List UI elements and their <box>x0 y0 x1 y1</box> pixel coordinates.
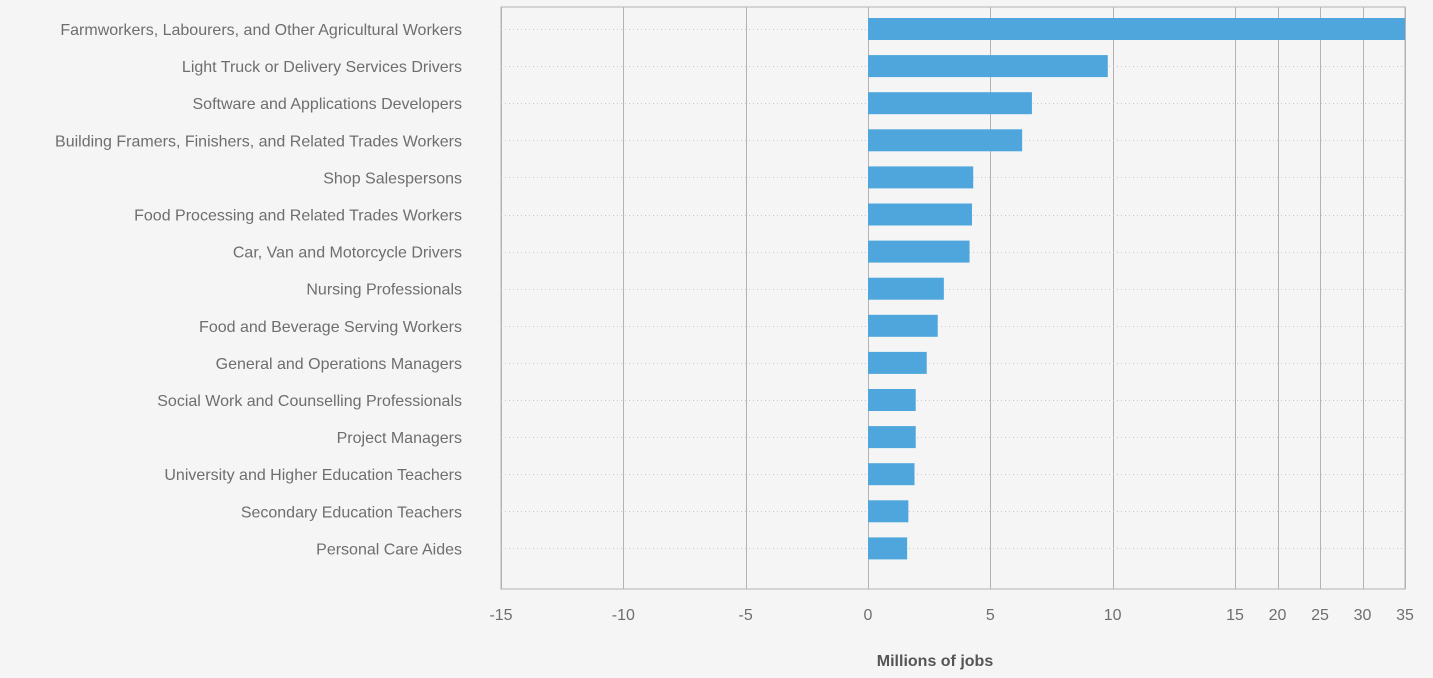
x-tick-label: 5 <box>986 607 995 624</box>
bar <box>868 537 908 560</box>
label-layer: -15 -10 -5 0 5 10 15 20 25 30 35 Farmworkers, Labou… <box>55 22 1414 624</box>
x-axis-title: Millions of jobs <box>877 653 994 670</box>
bar <box>868 389 916 411</box>
bar <box>868 166 974 189</box>
bar <box>868 55 1108 78</box>
x-tick-label: 10 <box>1104 607 1122 624</box>
category-label: Food and Beverage Serving Workers <box>199 319 462 336</box>
category-label: Project Managers <box>337 430 462 447</box>
x-tick-label: 20 <box>1269 607 1287 624</box>
category-label: Software and Applications Developers <box>193 96 463 113</box>
x-tick-label: -15 <box>489 607 512 624</box>
x-tick-label: -10 <box>612 607 635 624</box>
category-label: General and Operations Managers <box>216 356 462 373</box>
category-label: University and Higher Education Teachers <box>164 467 462 484</box>
category-label: Shop Salespersons <box>323 170 462 187</box>
bar <box>868 129 1023 152</box>
bar <box>868 463 915 486</box>
x-tick-label: 30 <box>1354 607 1372 624</box>
bar <box>868 500 909 523</box>
x-tick-label: 0 <box>864 607 873 624</box>
bar <box>868 277 944 300</box>
bar <box>868 18 1405 40</box>
category-label: Farmworkers, Labourers, and Other Agricu… <box>60 22 462 39</box>
category-label: Social Work and Counselling Professional… <box>157 393 462 410</box>
x-tick-label: 15 <box>1226 607 1244 624</box>
bar <box>868 351 927 374</box>
category-label: Food Processing and Related Trades Worke… <box>134 208 462 225</box>
bar <box>868 426 916 449</box>
bar <box>868 203 972 226</box>
category-label: Secondary Education Teachers <box>241 504 462 521</box>
x-tick-label: 25 <box>1311 607 1329 624</box>
category-label: Light Truck or Delivery Services Drivers <box>182 59 462 76</box>
x-tick-label: 35 <box>1396 607 1414 624</box>
category-label: Building Framers, Finishers, and Related… <box>55 133 462 150</box>
bar-layer <box>868 18 1405 560</box>
category-label: Car, Van and Motorcycle Drivers <box>233 245 462 262</box>
bar <box>868 92 1032 115</box>
bar <box>868 240 970 263</box>
category-label: Nursing Professionals <box>306 282 462 299</box>
x-tick-label: -5 <box>739 607 753 624</box>
bar <box>868 314 938 337</box>
category-label: Personal Care Aides <box>316 541 462 558</box>
